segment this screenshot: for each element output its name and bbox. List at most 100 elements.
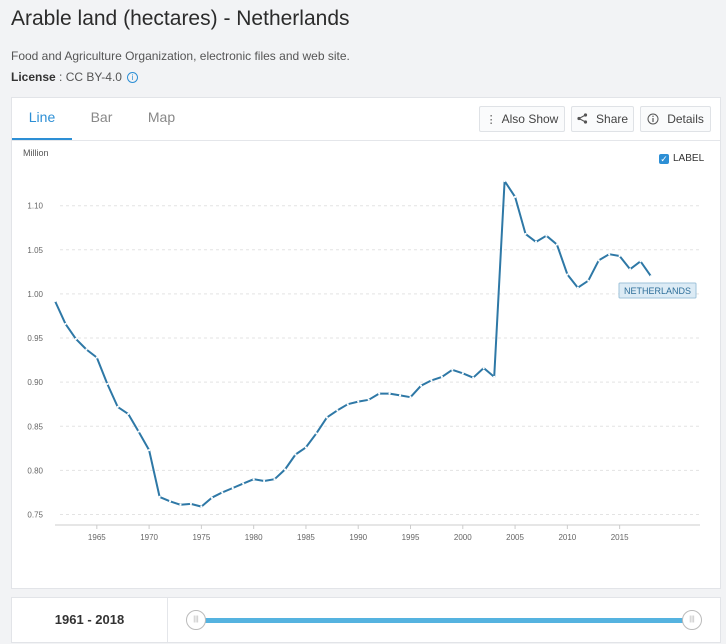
- data-point: [158, 495, 161, 498]
- data-point: [210, 496, 213, 499]
- data-point: [64, 322, 67, 326]
- data-point: [325, 416, 328, 419]
- data-point: [116, 405, 119, 408]
- info-icon[interactable]: i: [126, 72, 138, 83]
- data-point: [398, 394, 402, 397]
- series-line-netherlands: [54, 180, 652, 508]
- license-value: : CC BY-4.0: [55, 70, 122, 84]
- x-tick-label: 2005: [506, 533, 524, 542]
- source-text: Food and Agriculture Organization, elect…: [11, 49, 350, 63]
- data-point: [419, 384, 423, 387]
- data-point: [179, 503, 182, 506]
- tab-map[interactable]: Map: [147, 109, 176, 125]
- data-point: [346, 403, 349, 406]
- data-point: [597, 259, 600, 262]
- y-tick-label: 0.85: [27, 422, 43, 431]
- y-tick-label: 1.05: [27, 246, 43, 255]
- details-button[interactable]: Details: [640, 106, 711, 132]
- data-point: [85, 348, 88, 351]
- x-tick-label: 1995: [402, 533, 420, 542]
- data-point: [493, 375, 496, 378]
- tab-bar-chart[interactable]: Bar: [90, 109, 113, 125]
- data-point: [513, 195, 517, 198]
- data-point: [367, 398, 370, 401]
- data-point: [451, 368, 454, 371]
- license-label: License: [11, 70, 56, 84]
- data-point: [137, 430, 140, 433]
- data-point: [649, 275, 653, 278]
- data-point: [628, 268, 632, 271]
- data-point: [587, 279, 590, 282]
- data-point: [639, 260, 642, 263]
- chart-card: Line Bar Map ⋮ Also Show Share Details Mi…: [11, 97, 721, 589]
- series-label-box: [618, 282, 697, 299]
- data-point: [294, 453, 297, 456]
- x-tick-label: 1975: [192, 533, 210, 542]
- y-tick-label: 0.80: [27, 466, 43, 475]
- data-point: [189, 502, 193, 506]
- data-point: [388, 392, 391, 395]
- more-vertical-icon: ⋮: [485, 114, 497, 126]
- data-point: [503, 179, 506, 183]
- also-show-label: Also Show: [501, 112, 559, 126]
- data-point: [315, 432, 318, 435]
- data-point: [336, 409, 339, 412]
- y-axis-unit: Million: [23, 148, 49, 158]
- tab-line[interactable]: Line: [12, 98, 72, 140]
- line-chart: 0.75 0.80 0.85 0.90 0.95 1.00 1.05 1.10 1965 1970…: [27, 179, 700, 542]
- data-point: [430, 379, 433, 382]
- data-point: [576, 286, 579, 289]
- y-tick-label: 0.90: [27, 378, 43, 387]
- x-tick-label: 1965: [88, 533, 106, 542]
- data-point: [74, 337, 78, 341]
- data-point: [148, 448, 151, 452]
- tab-bar: Line Bar Map ⋮ Also Show Share Details: [12, 98, 720, 141]
- data-point: [53, 299, 57, 303]
- slider-end-handle[interactable]: |||: [682, 610, 702, 630]
- y-tick-label: 1.10: [27, 202, 43, 211]
- share-label: Share: [596, 112, 629, 126]
- data-point: [608, 253, 611, 256]
- data-point: [378, 392, 381, 395]
- data-point: [304, 446, 308, 449]
- x-tick-label: 1990: [349, 533, 367, 542]
- data-point: [534, 240, 538, 243]
- details-label: Details: [667, 112, 704, 126]
- data-point: [461, 372, 464, 375]
- x-tick-label: 1970: [140, 533, 158, 542]
- data-point: [566, 273, 569, 276]
- data-point: [545, 234, 548, 237]
- data-point: [440, 375, 443, 378]
- year-range-slider: 1961 - 2018 ||| |||: [11, 597, 721, 643]
- slider-start-handle[interactable]: |||: [186, 610, 206, 630]
- share-button[interactable]: Share: [571, 106, 634, 132]
- page-title: Arable land (hectares) - Netherlands: [11, 7, 350, 30]
- data-point: [555, 243, 558, 246]
- x-tick-label: 2000: [454, 533, 472, 542]
- also-show-button[interactable]: ⋮ Also Show: [479, 106, 565, 132]
- x-tick-label: 1980: [245, 533, 263, 542]
- license-line: License : CC BY-4.0 i: [11, 70, 138, 84]
- data-point: [409, 396, 412, 399]
- x-tick-label: 1985: [297, 533, 315, 542]
- data-point: [524, 232, 527, 236]
- share-icon: [577, 113, 591, 126]
- range-label: 1961 - 2018: [12, 598, 168, 642]
- y-tick-label: 1.00: [27, 290, 43, 299]
- data-point: [263, 479, 266, 483]
- data-point: [127, 412, 130, 416]
- data-point: [283, 468, 287, 471]
- data-point: [618, 254, 621, 258]
- data-point: [200, 505, 203, 508]
- x-tick-label: 2015: [611, 533, 629, 542]
- y-tick-label: 0.95: [27, 334, 43, 343]
- info-circle-icon: [647, 113, 662, 126]
- checkbox-checked-icon[interactable]: ✓: [659, 154, 669, 164]
- data-point: [231, 486, 234, 490]
- data-point: [252, 478, 255, 481]
- data-point: [482, 366, 485, 370]
- data-point: [95, 356, 98, 359]
- label-toggle-text: LABEL: [673, 153, 705, 164]
- slider-track[interactable]: [197, 618, 692, 623]
- label-toggle[interactable]: ✓ LABEL: [659, 153, 704, 164]
